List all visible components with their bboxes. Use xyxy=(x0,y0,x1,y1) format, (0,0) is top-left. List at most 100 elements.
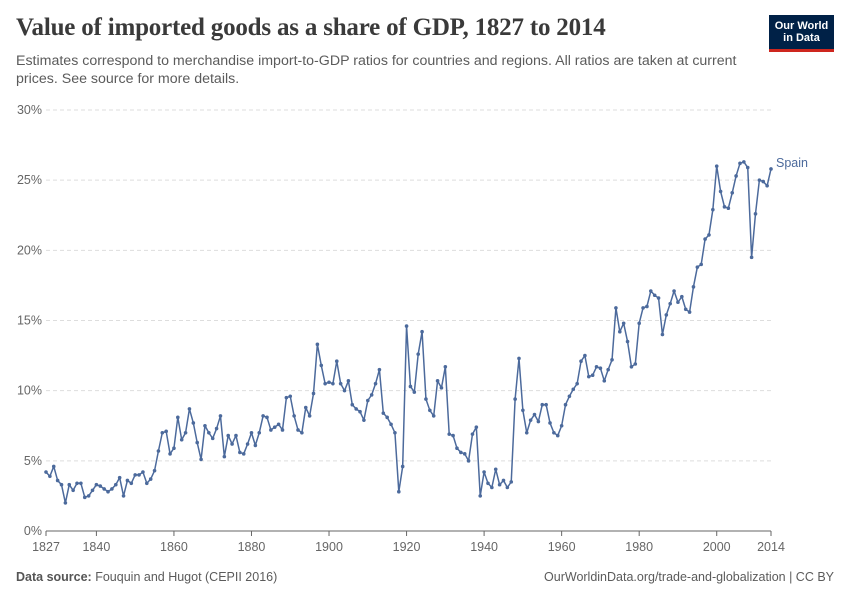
data-point xyxy=(389,422,393,427)
data-point xyxy=(610,357,614,362)
data-point xyxy=(594,365,599,369)
x-tick-label: 2000 xyxy=(703,540,731,554)
data-source-label: Data source: xyxy=(16,570,92,584)
data-point xyxy=(521,408,525,413)
data-point xyxy=(199,457,203,462)
data-point xyxy=(187,407,192,411)
data-point xyxy=(369,393,374,397)
data-point xyxy=(726,206,731,211)
y-tick-label: 10% xyxy=(17,384,42,398)
data-point xyxy=(532,412,537,417)
data-point xyxy=(300,430,304,435)
data-point xyxy=(649,289,653,293)
data-point xyxy=(141,470,145,474)
data-point xyxy=(718,189,723,194)
data-point xyxy=(544,402,548,407)
data-point xyxy=(218,414,223,418)
data-point xyxy=(711,207,715,212)
y-tick-label: 20% xyxy=(17,243,42,257)
data-point xyxy=(284,395,289,400)
data-point xyxy=(342,388,347,393)
data-point xyxy=(338,381,343,386)
data-point xyxy=(738,161,742,166)
data-point xyxy=(455,446,459,451)
x-tick-label: 1840 xyxy=(82,540,110,554)
data-point xyxy=(82,495,87,500)
logo-line-1: Our World xyxy=(774,20,829,32)
data-point xyxy=(614,306,618,310)
data-source: Data source: Fouquin and Hugot (CEPII 20… xyxy=(16,570,277,584)
data-point xyxy=(722,205,727,209)
y-tick-label: 5% xyxy=(24,454,42,468)
logo-line-2: in Data xyxy=(783,32,820,44)
data-point xyxy=(44,470,48,474)
data-point xyxy=(385,415,389,420)
chart-title: Value of imported goods as a share of GD… xyxy=(16,14,606,41)
data-point xyxy=(753,212,758,216)
x-tick-label: 1900 xyxy=(315,540,343,554)
data-point xyxy=(79,481,83,486)
owid-logo[interactable]: Our World in Data xyxy=(769,15,834,52)
data-point xyxy=(125,478,130,483)
data-point xyxy=(687,310,692,314)
data-point xyxy=(377,367,382,372)
data-point xyxy=(734,174,738,178)
data-point xyxy=(67,482,72,487)
data-point xyxy=(517,356,521,361)
data-point xyxy=(606,367,610,372)
data-point xyxy=(652,293,657,298)
data-point xyxy=(358,409,362,414)
data-point xyxy=(214,426,219,431)
data-point xyxy=(699,262,704,267)
data-point xyxy=(400,464,405,469)
data-point xyxy=(315,342,320,347)
data-point xyxy=(466,459,471,463)
data-point xyxy=(55,478,60,483)
data-point xyxy=(645,304,649,309)
data-point xyxy=(311,391,316,396)
data-point xyxy=(703,237,707,241)
data-point xyxy=(637,321,641,326)
y-tick-label: 15% xyxy=(17,314,42,328)
y-tick-label: 0% xyxy=(24,524,42,538)
data-point xyxy=(183,430,188,435)
data-point xyxy=(257,430,262,435)
data-point xyxy=(327,380,331,385)
data-point xyxy=(742,160,746,164)
data-point xyxy=(486,481,490,486)
data-point xyxy=(176,415,180,420)
data-point xyxy=(381,411,386,415)
data-point xyxy=(431,414,436,418)
data-point xyxy=(164,429,168,434)
data-point xyxy=(625,339,630,344)
data-point xyxy=(319,363,324,368)
data-point xyxy=(408,384,413,389)
data-point xyxy=(513,397,517,401)
data-point xyxy=(210,436,215,441)
data-point xyxy=(307,414,312,418)
data-point xyxy=(191,421,196,425)
source-link[interactable]: OurWorldinData.org/trade-and-globalizati… xyxy=(544,570,834,584)
data-point xyxy=(354,407,358,411)
y-tick-label: 25% xyxy=(17,173,42,187)
data-point xyxy=(152,468,157,473)
data-point xyxy=(664,313,669,317)
data-point xyxy=(641,306,645,310)
series-line-spain xyxy=(45,161,772,504)
data-point xyxy=(552,430,556,435)
data-point xyxy=(672,289,676,293)
data-point xyxy=(203,423,207,428)
data-point xyxy=(226,433,231,438)
data-point xyxy=(292,414,296,418)
data-point xyxy=(90,488,95,493)
data-point xyxy=(730,191,735,195)
data-point xyxy=(110,487,114,491)
data-point xyxy=(160,430,165,435)
data-point xyxy=(133,473,137,477)
data-point xyxy=(94,482,99,487)
data-point xyxy=(288,394,293,399)
data-point xyxy=(524,430,529,435)
data-point xyxy=(195,440,199,445)
data-point xyxy=(691,285,696,289)
data-point xyxy=(249,430,254,435)
